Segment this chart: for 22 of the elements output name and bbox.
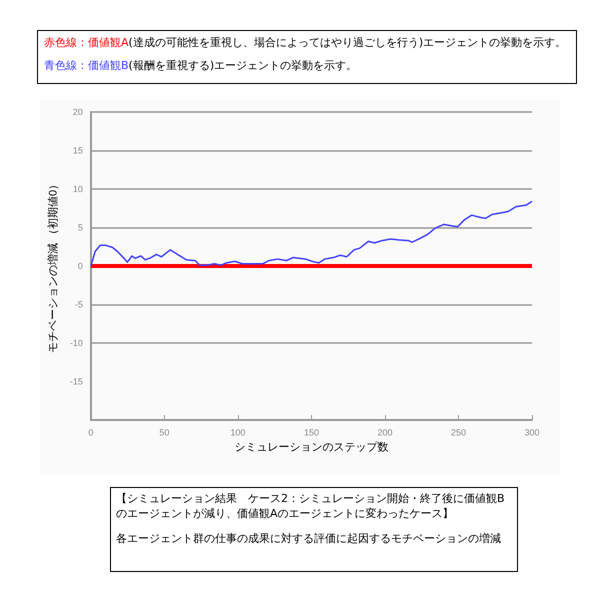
- y-tick-label: 5: [78, 222, 83, 232]
- text: 赤色線：価値観A: [44, 36, 129, 49]
- y-tick-label: -15: [70, 376, 83, 386]
- y-axis-title: モチベーションの増減 （初期値0）: [46, 178, 60, 354]
- x-tick-label: 100: [230, 428, 246, 438]
- y-tick-label: 0: [78, 261, 83, 271]
- y-tick-label: 10: [72, 184, 83, 194]
- x-tick-label: 250: [450, 428, 466, 438]
- x-tick-label: 300: [524, 428, 540, 438]
- x-tick-label: 200: [377, 428, 392, 438]
- x-tick-label: 150: [304, 428, 319, 438]
- y-tick-label: 20: [72, 107, 83, 117]
- x-tick-label: 0: [88, 428, 94, 438]
- x-tick-label: 50: [159, 428, 170, 438]
- text: 青色線：価値観B: [44, 59, 129, 72]
- y-tick-label: 15: [72, 146, 83, 156]
- line-series: [90, 200, 533, 267]
- y-tick-label: -10: [70, 338, 83, 348]
- text: 各エージェント群の仕事の成果に対する評価に起因するモチベーションの増減: [116, 531, 502, 546]
- text: 【シミュレーション結果 ケース2：シミュレーション開始・終了後に価値観Bのエージェントが減り、価値観Aのエージェントに変わったケース】: [116, 491, 506, 521]
- y-tick-label: -5: [74, 300, 83, 310]
- x-axis-title: シミュレーションのステップ数: [234, 440, 388, 454]
